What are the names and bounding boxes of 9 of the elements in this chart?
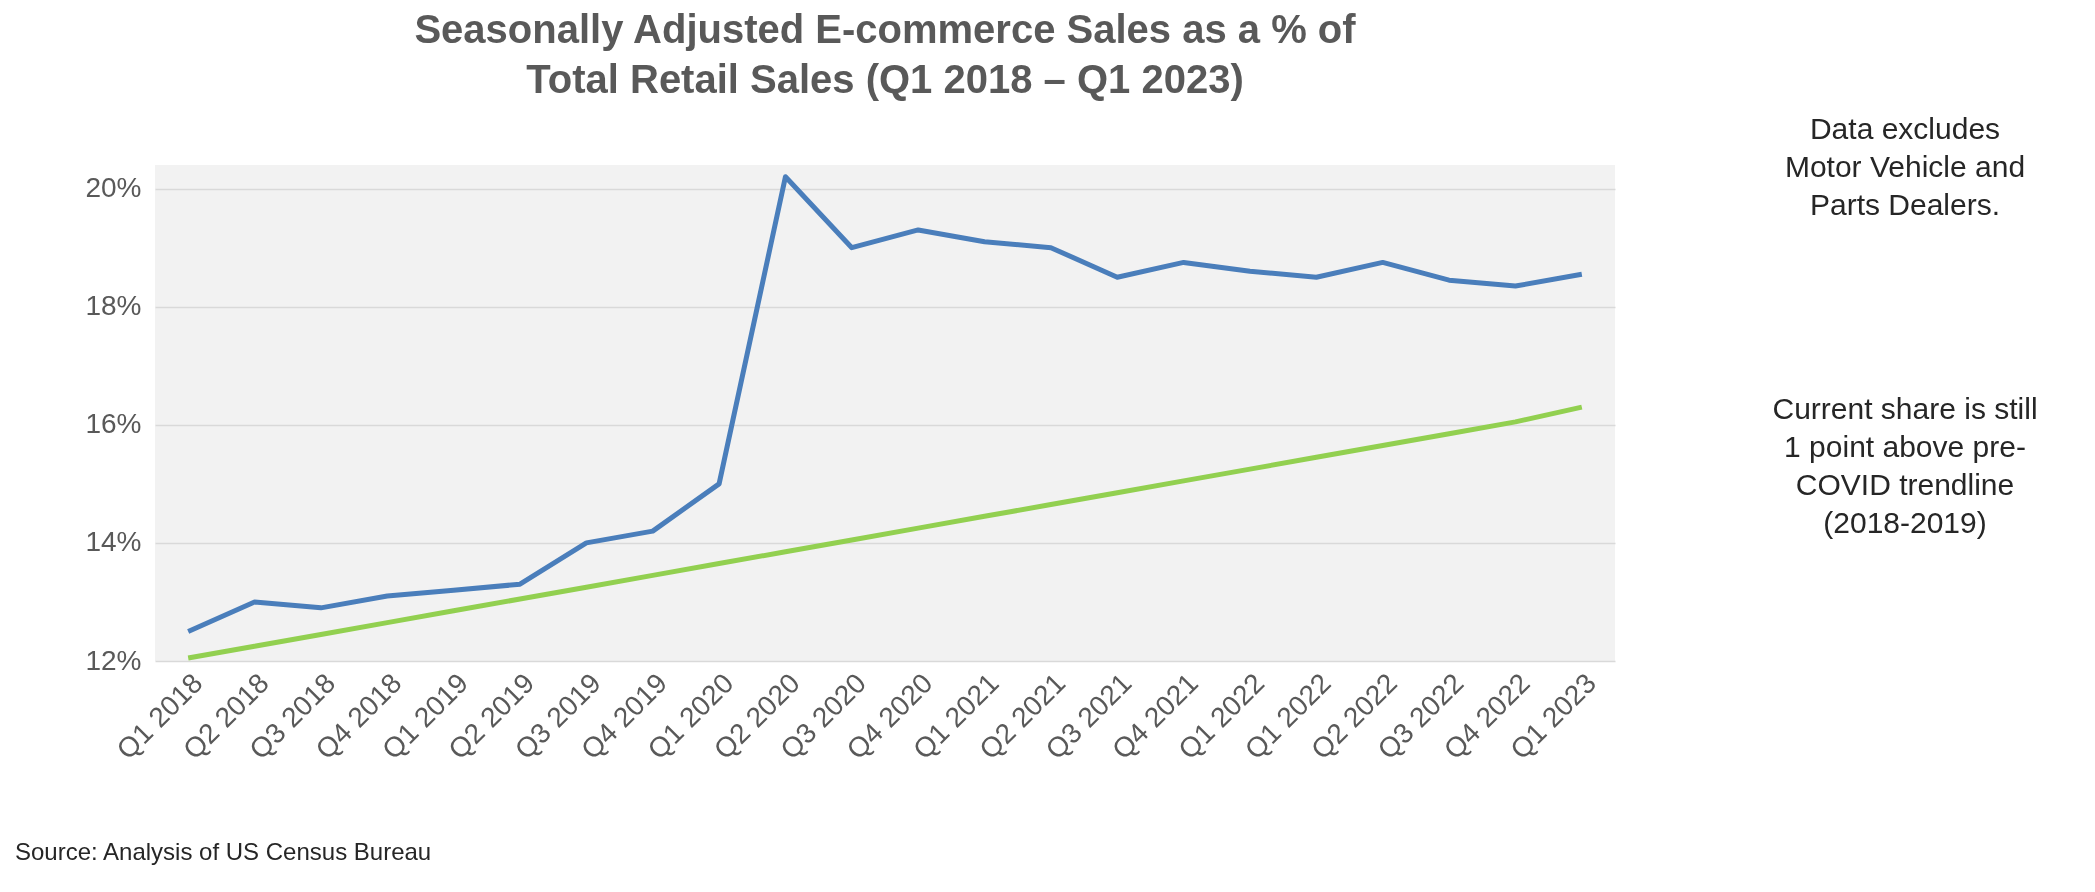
text: Current share is still 1 point above pre- COVID trendline (2018-2019) bbox=[1772, 392, 2038, 539]
text: Data excludes Motor Vehicle and Parts Dealers. bbox=[1784, 112, 2026, 221]
y-tick-label: 16% bbox=[85, 408, 142, 440]
y-tick-label: 12% bbox=[85, 644, 142, 676]
y-tick-label: 14% bbox=[85, 526, 142, 558]
y-tick-label: 18% bbox=[85, 290, 142, 322]
source-note: Source: Analysis of US Census Bureau bbox=[15, 838, 432, 865]
y-tick-label: 20% bbox=[85, 172, 142, 204]
chart-title: Seasonally Adjusted E-commerce Sales as a % of Total Retail Sales (Q1 2018 – Q1 2023) bbox=[414, 7, 1357, 101]
